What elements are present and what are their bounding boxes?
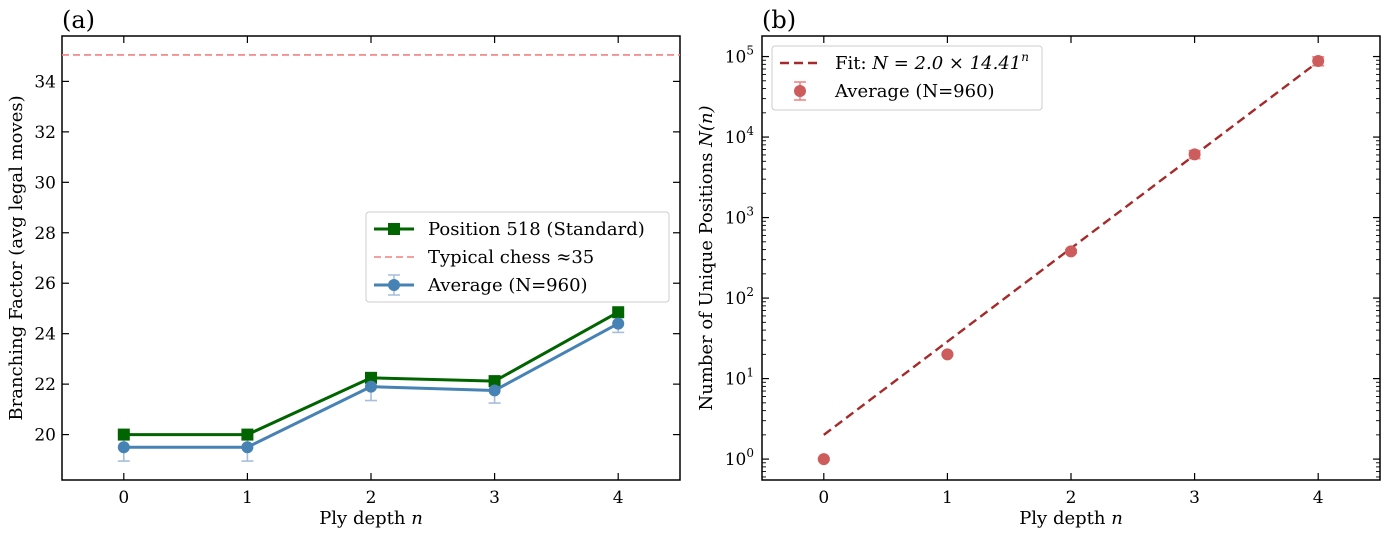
panel-a-y-tick-label: 24 — [34, 325, 56, 345]
position518-marker — [241, 428, 254, 441]
panel-a-y-tick-label: 22 — [34, 375, 56, 395]
panel-b-legend: Fit: N = 2.0 × 14.41n Average (N=960) — [771, 45, 1043, 111]
panel-b-x-tick-label: 0 — [818, 488, 829, 508]
panel-a-x-axis-label-text: Ply depth — [319, 508, 411, 529]
position518-marker — [612, 306, 625, 319]
panel-b-y-tick-label: 102 — [725, 285, 754, 309]
panel-b-x-axis-label-text: Ply depth — [1019, 508, 1111, 529]
panel-a-x-axis-label-var: n — [411, 508, 423, 529]
panel-b-label: (b) — [762, 6, 796, 34]
panel-b-y-tick-label: 101 — [725, 366, 754, 390]
panel-b-x-tick-label: 1 — [942, 488, 953, 508]
legend-average-marker — [388, 279, 400, 291]
panel-a-y-tick-label: 26 — [34, 274, 56, 294]
panel-a-x-tick-label: 3 — [489, 488, 500, 508]
panel-a-x-tick-label: 2 — [366, 488, 377, 508]
position518-marker — [488, 375, 501, 388]
panel-b-y-tick-label: 100 — [725, 446, 754, 470]
panel-b-y-axis-label-var: N(n) — [696, 105, 717, 147]
panel-a-y-axis-label: Branching Factor (avg legal moves) — [6, 95, 27, 420]
panel-a-y-tick-label: 32 — [34, 123, 56, 143]
average-marker — [488, 384, 501, 397]
average-marker — [365, 380, 377, 393]
panel-b-average-point — [1312, 55, 1325, 68]
panel-a-series — [117, 306, 625, 454]
panel-b-x-axis-label-var: n — [1111, 508, 1123, 529]
panel-b-x-tick-label: 2 — [1066, 488, 1077, 508]
panel-b-average-point — [1065, 245, 1077, 258]
panel-a-y-tick-label: 28 — [34, 224, 56, 244]
legend-typical-chess-label: Typical chess ≈35 — [428, 247, 594, 268]
panel-b-y-tick-label: 103 — [725, 205, 754, 229]
panel-a-y-tick-label: 20 — [34, 426, 56, 446]
panel-b-x-tick-label: 3 — [1189, 488, 1200, 508]
panel-a-legend-frame — [365, 211, 670, 303]
average-marker — [612, 317, 625, 330]
panel-b-average-point — [817, 453, 830, 466]
panel-b-legend-frame — [771, 45, 1043, 111]
panel-a-x-tick-label: 4 — [613, 488, 624, 508]
panel-a-y-tick-label: 34 — [34, 72, 56, 92]
panel-a-x-tick-label: 0 — [118, 488, 129, 508]
panel-a-x-axis-label: Ply depth n — [319, 508, 423, 529]
panel-b-x-tick-label: 4 — [1313, 488, 1324, 508]
average-marker — [241, 441, 254, 454]
legend-fit-label-prefix: Fit: — [835, 53, 872, 74]
panel-b-y-axis-label: Number of Unique Positions N(n) — [696, 105, 717, 410]
legend-fit-label-exponent: n — [1021, 50, 1029, 64]
panel-b-y-tick-label: 105 — [725, 44, 754, 68]
panel-a-x-tick-label: 1 — [242, 488, 253, 508]
panel-a-label: (a) — [62, 6, 95, 34]
legend-avg-b-marker — [794, 85, 806, 97]
legend-position518-marker — [388, 223, 400, 235]
panel-b-average-point — [1188, 148, 1201, 161]
panel-b-x-axis-label: Ply depth n — [1019, 508, 1123, 529]
panel-b-ticks: 0 1 2 3 4 100 101 102 103 104 105 — [725, 36, 1380, 508]
legend-fit-label-formula: N = 2.0 × 14.41 — [871, 53, 1021, 74]
panel-a-y-tick-label: 30 — [34, 173, 56, 193]
legend-fit-label: Fit: N = 2.0 × 14.41n — [835, 50, 1029, 74]
legend-position518-label: Position 518 (Standard) — [428, 219, 645, 240]
average-marker — [117, 441, 130, 454]
panel-b-average-point — [941, 348, 954, 361]
position518-marker — [365, 371, 377, 384]
panel-b-points — [817, 55, 1325, 466]
legend-average-label: Average (N=960) — [427, 275, 588, 296]
position518-marker — [117, 428, 130, 441]
panel-b-errorbars — [817, 56, 1325, 461]
panel-a-legend: Position 518 (Standard) Typical chess ≈3… — [365, 211, 670, 303]
panel-b-y-tick-label: 104 — [725, 124, 755, 148]
panel-b-y-axis-label-text: Number of Unique Positions — [696, 147, 717, 411]
legend-avg-b-label: Average (N=960) — [834, 81, 995, 102]
